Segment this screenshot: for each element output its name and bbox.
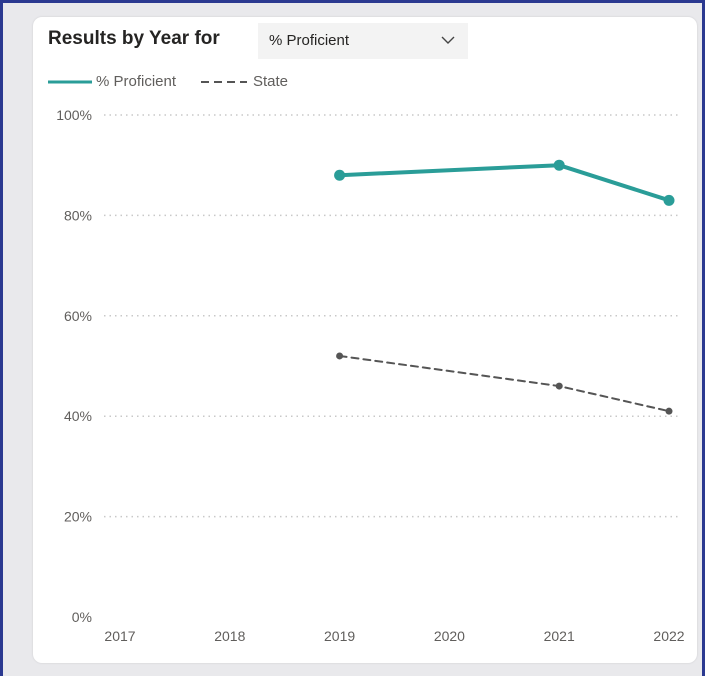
x-tick-label: 2022	[653, 628, 684, 644]
x-tick-label: 2020	[434, 628, 465, 644]
measure-dropdown-value: % Proficient	[269, 32, 350, 49]
series-line-state	[338, 354, 670, 413]
series-line-proficient	[337, 163, 671, 203]
chart-card	[33, 17, 697, 663]
x-tick-label: 2018	[214, 628, 245, 644]
legend-label-proficient: % Proficient	[96, 73, 177, 90]
data-point-proficient	[663, 194, 675, 206]
y-tick-label: 20%	[64, 509, 92, 525]
data-point-proficient	[334, 169, 346, 181]
y-tick-label: 60%	[64, 308, 92, 324]
x-tick-label: 2017	[104, 628, 135, 644]
data-point-state	[555, 382, 563, 390]
y-tick-label: 80%	[64, 207, 92, 223]
data-point-state	[665, 407, 673, 415]
data-point-proficient	[553, 159, 565, 171]
y-tick-label: 100%	[56, 107, 92, 123]
legend-swatch-state	[201, 81, 247, 83]
x-tick-label: 2021	[544, 628, 575, 644]
y-tick-label: 0%	[72, 609, 92, 625]
measure-dropdown[interactable]: % Proficient	[258, 23, 468, 59]
legend-swatch-proficient	[48, 80, 92, 84]
chart-title: Results by Year for	[48, 28, 220, 49]
y-tick-label: 40%	[64, 408, 92, 424]
chevron-down-icon	[441, 36, 455, 44]
data-point-state	[336, 352, 344, 360]
legend-label-state: State	[253, 73, 289, 90]
x-tick-label: 2019	[324, 628, 355, 644]
